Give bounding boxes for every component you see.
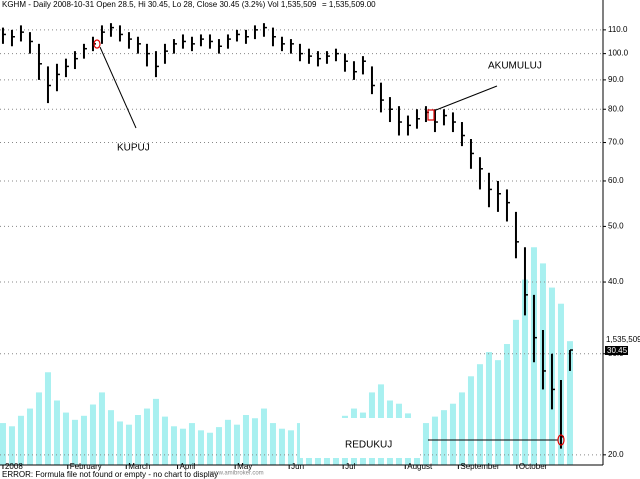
volume-bar bbox=[188, 423, 195, 465]
x-tick-label: April bbox=[180, 462, 196, 471]
volume-bar bbox=[170, 426, 177, 465]
volume-bar bbox=[242, 415, 249, 465]
volume-bar bbox=[26, 408, 33, 465]
last-close-label: 30.45 bbox=[607, 346, 628, 355]
volume-bar bbox=[107, 410, 114, 465]
y-tick-label: 110.0 bbox=[608, 25, 628, 34]
chart-title: KGHM - Daily 2008-10-31 Open 28.5, Hi 30… bbox=[2, 0, 317, 9]
volume-bar bbox=[467, 376, 474, 465]
volume-bar bbox=[503, 344, 510, 465]
annotation: KUPUJ bbox=[117, 143, 150, 154]
error-text: ERROR: Formula file not found or empty -… bbox=[2, 470, 218, 479]
volume-bar bbox=[269, 423, 276, 465]
volume-title: = 1,535,509.00 bbox=[322, 0, 376, 9]
buy-marker bbox=[93, 39, 101, 49]
reduce-marker bbox=[557, 434, 565, 446]
accumulate-marker bbox=[427, 109, 435, 121]
volume-bar bbox=[0, 423, 6, 465]
volume-bar bbox=[449, 403, 456, 465]
volume-bar bbox=[17, 415, 24, 465]
volume-bar bbox=[35, 392, 42, 465]
label-background bbox=[300, 418, 420, 458]
volume-bar bbox=[485, 352, 492, 465]
volume-bar bbox=[422, 423, 429, 465]
volume-bar bbox=[143, 408, 150, 465]
volume-bar bbox=[458, 392, 465, 465]
annotation: AKUMULUJ bbox=[488, 61, 542, 72]
x-tick-label: February bbox=[70, 462, 102, 471]
volume-bar bbox=[98, 392, 105, 465]
volume-bar bbox=[125, 424, 132, 465]
y-tick-label: 60.0 bbox=[608, 176, 624, 185]
volume-bar bbox=[71, 419, 78, 465]
volume-bar bbox=[134, 415, 141, 465]
volume-bar bbox=[251, 418, 258, 465]
volume-bar bbox=[116, 421, 123, 465]
volume-bar bbox=[521, 279, 528, 465]
y-tick-label: 70.0 bbox=[608, 138, 624, 147]
volume-bar bbox=[197, 430, 204, 465]
y-tick-label: 90.0 bbox=[608, 75, 624, 84]
accumulate-pointer bbox=[435, 85, 498, 111]
volume-bar bbox=[206, 432, 213, 465]
volume-bar bbox=[179, 428, 186, 465]
x-tick-label: Jun bbox=[291, 462, 304, 471]
grid-layer: 20.030.040.050.060.070.080.090.0100.0110… bbox=[0, 25, 629, 471]
x-tick-label: September bbox=[460, 462, 499, 471]
buy-pointer bbox=[99, 46, 137, 129]
y-tick-label: 40.0 bbox=[608, 277, 624, 286]
volume-bar bbox=[62, 412, 69, 465]
x-tick-label: Jul bbox=[345, 462, 355, 471]
x-tick-label: 2008 bbox=[5, 462, 23, 471]
volume-bar bbox=[224, 419, 231, 465]
volume-bar bbox=[53, 400, 60, 465]
volume-bar bbox=[431, 416, 438, 465]
x-tick-label: August bbox=[407, 462, 433, 471]
volume-bar bbox=[287, 430, 294, 465]
volume-bar bbox=[89, 404, 96, 465]
annotation: REDUKUJ bbox=[345, 440, 392, 451]
y-tick-label: 100.0 bbox=[608, 49, 629, 58]
volume-bar bbox=[476, 364, 483, 465]
volume-bar bbox=[512, 319, 519, 465]
volume-bar bbox=[8, 426, 15, 465]
volume-bar bbox=[260, 408, 267, 465]
x-tick-label: October bbox=[519, 462, 548, 471]
volume-bar bbox=[494, 360, 501, 465]
volume-bar bbox=[440, 410, 447, 465]
volume-bar bbox=[566, 341, 573, 465]
volume-bar bbox=[215, 427, 222, 465]
y-tick-label: 50.0 bbox=[608, 222, 624, 231]
x-tick-label: May bbox=[237, 462, 252, 471]
price-layer bbox=[1, 23, 573, 449]
volume-bar bbox=[233, 424, 240, 465]
x-tick-label: March bbox=[128, 462, 150, 471]
volume-bar bbox=[80, 415, 87, 465]
y-tick-label: 80.0 bbox=[608, 104, 624, 113]
volume-bar bbox=[152, 398, 159, 465]
watermark: www.amibroker.com bbox=[209, 471, 264, 477]
last-close-box bbox=[605, 346, 628, 355]
y-tick-label: 20.0 bbox=[608, 450, 624, 459]
volume-bar bbox=[44, 372, 51, 465]
volume-bar bbox=[161, 416, 168, 465]
volume-bar bbox=[296, 423, 303, 465]
last-volume-label: 1,535,509 bbox=[606, 335, 640, 344]
volume-bar bbox=[278, 428, 285, 465]
